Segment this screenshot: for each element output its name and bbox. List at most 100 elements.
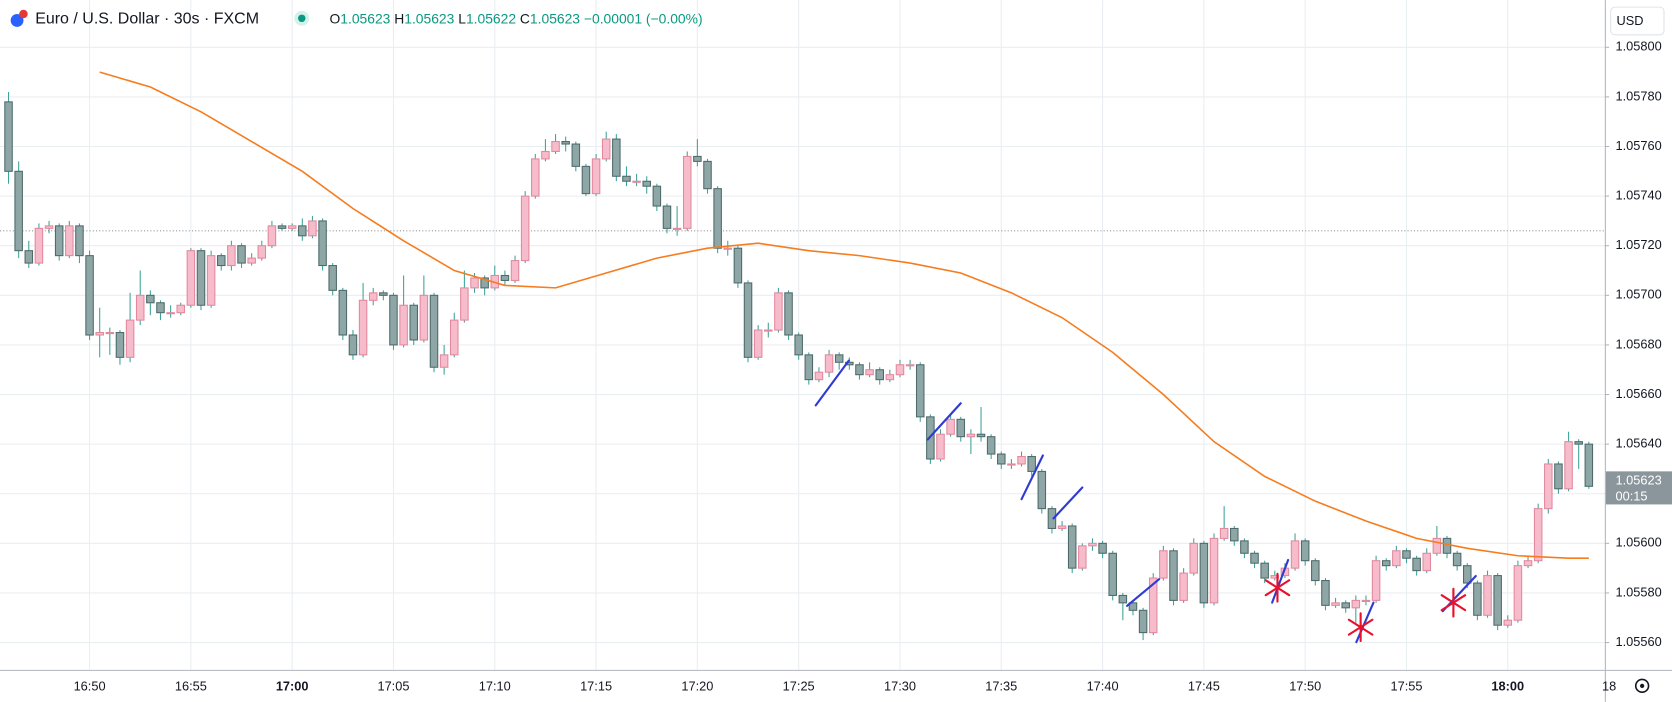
candle-body: [54, 225, 64, 257]
candle-body: [581, 165, 591, 195]
y-tick-label: 1.05760: [1615, 138, 1661, 153]
header: Euro / U.S. Dollar · 30s · FXCM O1.05623…: [10, 9, 703, 28]
drawings: [814, 359, 1477, 644]
star-markers: [1264, 572, 1467, 643]
candle-body: [895, 364, 905, 376]
candle-body: [277, 225, 287, 229]
candle-body: [531, 158, 540, 197]
candle-body: [642, 180, 651, 187]
candle-body: [1311, 560, 1320, 582]
candle-body: [196, 250, 206, 306]
candle-body: [1493, 575, 1502, 626]
candle-body: [298, 225, 307, 237]
candle-body: [875, 369, 884, 381]
candle-body: [774, 292, 783, 331]
y-tick-label: 1.05780: [1615, 88, 1661, 103]
x-tick-label: 18: [1602, 678, 1616, 693]
settings-icon[interactable]: [1634, 678, 1650, 694]
drawing-line: [1126, 578, 1161, 607]
candle-body: [34, 227, 44, 264]
candle-body: [4, 101, 13, 172]
candle-body: [135, 294, 145, 321]
candle-body: [1341, 602, 1350, 609]
candle-body: [1098, 542, 1107, 554]
settings-button[interactable]: [1634, 678, 1650, 694]
candle-body: [328, 265, 337, 291]
y-tick-label: 1.05660: [1615, 386, 1661, 401]
candle-body: [1209, 537, 1219, 604]
candle-body: [439, 354, 449, 368]
x-tick-label: 17:50: [1289, 678, 1321, 693]
trend-lines: [814, 359, 1477, 644]
currency-button-box[interactable]: [1610, 6, 1665, 36]
candle-body: [85, 255, 94, 336]
candle-body: [1159, 550, 1168, 579]
candle-body: [997, 453, 1006, 465]
candle-body: [804, 354, 814, 381]
candle-body: [612, 138, 621, 177]
candle-body: [632, 180, 641, 183]
ohlc-value: 1.05622: [466, 10, 516, 26]
candle-body: [1513, 565, 1523, 621]
candle-body: [824, 354, 834, 373]
candle-body: [75, 225, 84, 257]
x-tick-label: 17:15: [580, 678, 612, 693]
candle-body: [176, 304, 186, 314]
candle-body: [348, 334, 358, 356]
candle-body: [500, 274, 510, 281]
ohlc-value: 1.05623: [404, 10, 454, 26]
ohlc-label: L: [458, 10, 466, 26]
candle-body: [227, 245, 236, 267]
settings-icon-center[interactable]: [1640, 683, 1645, 688]
candle-body: [216, 255, 226, 267]
y-tick-label: 1.05720: [1615, 237, 1661, 252]
candle-body: [885, 374, 895, 381]
candle-body: [713, 188, 722, 249]
candle-body: [115, 331, 125, 358]
candle-body: [419, 294, 429, 341]
candle-body: [480, 277, 489, 289]
candle-body: [1473, 582, 1482, 616]
candle-body: [1402, 550, 1411, 559]
symbol-title: Euro / U.S. Dollar · 30s · FXCM: [35, 11, 259, 28]
candle-body: [1331, 602, 1340, 606]
candle-body: [764, 329, 773, 332]
axes: 1.055601.055801.056001.056201.056401.056…: [74, 39, 1672, 693]
candle-body: [1503, 619, 1513, 626]
candle-body: [1017, 456, 1026, 465]
candle-body: [1199, 542, 1209, 604]
star: [1264, 572, 1291, 603]
candle-body: [1371, 560, 1381, 601]
candle-body: [591, 158, 601, 195]
y-tick-label: 1.05740: [1615, 187, 1661, 202]
y-tick-label: 1.05680: [1615, 336, 1661, 351]
moving-average: [99, 71, 1589, 560]
candle-body: [1128, 602, 1138, 611]
candle-body: [956, 418, 966, 438]
candle-body: [986, 436, 996, 455]
candle-body: [1452, 552, 1462, 567]
candle-body: [1007, 463, 1016, 466]
candle-body: [693, 155, 702, 162]
candle-body: [794, 334, 803, 356]
y-tick-label: 1.05640: [1615, 436, 1661, 451]
currency-button[interactable]: USD: [1610, 6, 1665, 36]
candle-body: [338, 289, 348, 336]
y-tick-label: 1.05580: [1615, 584, 1661, 599]
candle-body: [1544, 463, 1553, 510]
x-tick-label: 17:35: [985, 678, 1017, 693]
x-tick-label: 17:05: [377, 678, 409, 693]
candle-body: [1169, 550, 1178, 601]
candle-body: [1027, 456, 1036, 472]
x-tick-label: 16:50: [74, 678, 106, 693]
drawing-line: [1020, 454, 1044, 501]
candle-body: [389, 294, 398, 346]
candle-body: [125, 319, 135, 358]
plot: [0, 71, 1605, 641]
ohlc-value: 1.05623: [340, 10, 390, 26]
last-price-box: [1605, 471, 1672, 505]
candle-body: [186, 250, 196, 306]
y-tick-label: 1.05560: [1615, 634, 1661, 649]
currency-label[interactable]: USD: [1617, 13, 1644, 28]
drawing-line: [1052, 486, 1084, 520]
